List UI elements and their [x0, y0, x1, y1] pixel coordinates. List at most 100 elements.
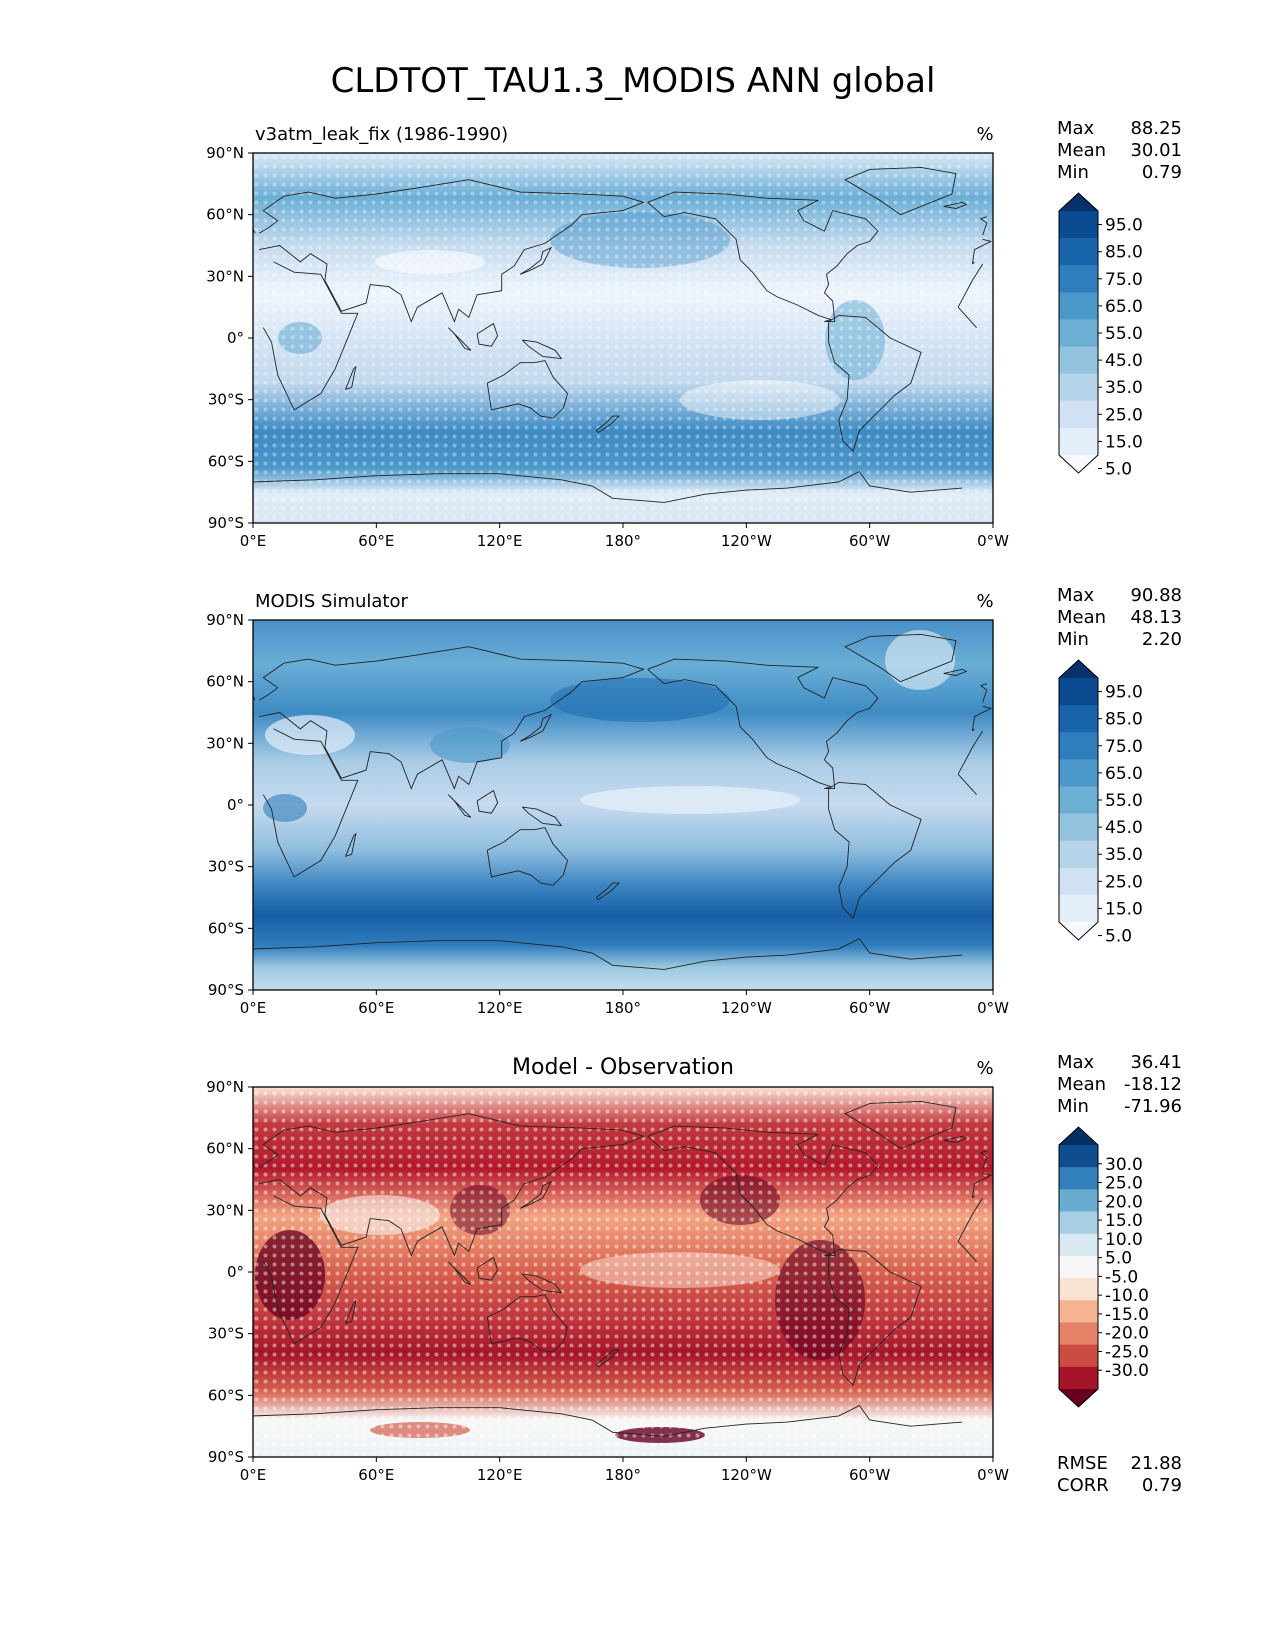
- colorbar-swatch: [1059, 427, 1098, 456]
- y-tick-label: 60°N: [206, 206, 244, 224]
- coastline: [521, 806, 563, 827]
- y-tick-label: 0°: [227, 796, 244, 814]
- x-tick-label: 120°E: [477, 999, 523, 1017]
- coastlines: [253, 1100, 993, 1437]
- colorbar-label: 55.0: [1105, 324, 1143, 344]
- coastline: [943, 1135, 968, 1143]
- coastline: [647, 1125, 879, 1257]
- colorbar-label: 45.0: [1105, 351, 1143, 371]
- coastline: [262, 1195, 984, 1345]
- map-overlays: [253, 630, 993, 970]
- colorbar-swatch: [1059, 346, 1098, 375]
- colorbar-swatch: [1059, 1255, 1098, 1279]
- coastline: [262, 728, 984, 878]
- stat-max-value: 36.41: [1130, 1052, 1182, 1073]
- colorbar-swatch: [1059, 678, 1098, 706]
- colorbar-label: 25.0: [1105, 872, 1143, 892]
- colorbar-swatch: [1059, 211, 1098, 239]
- stat-max-label: Max: [1057, 585, 1095, 606]
- panel-title-left: v3atm_leak_fix (1986-1990): [255, 124, 508, 145]
- coastline: [258, 1113, 993, 1257]
- panel-title-center: Model - Observation: [512, 1055, 734, 1080]
- colorbar-swatch: [1059, 813, 1098, 842]
- colorbar-label: 95.0: [1105, 683, 1143, 703]
- colorbar-swatch: [1059, 759, 1098, 788]
- coastline: [447, 327, 472, 351]
- y-tick-label: 30°N: [206, 734, 244, 752]
- stat-mean-label: Mean: [1057, 607, 1106, 628]
- colorbar: 95.0 85.0 75.0 65.0 55.0 45.0 35.0 25.0 15.0 5.0: [1058, 192, 1143, 480]
- colorbar-label: 75.0: [1105, 737, 1143, 757]
- stat-min-label: Min: [1057, 629, 1089, 650]
- y-tick-label: 60°S: [208, 452, 244, 470]
- dot-pattern: [253, 1087, 993, 1457]
- coastline: [345, 365, 357, 390]
- cloud-feature: [885, 630, 955, 690]
- y-tick-label: 60°S: [208, 919, 244, 937]
- x-tick-label: 60°W: [849, 532, 891, 550]
- stat-min-label: Min: [1057, 162, 1089, 183]
- figure-title: CLDTOT_TAU1.3_MODIS ANN global: [331, 61, 936, 101]
- panel-title-left: MODIS Simulator: [255, 591, 408, 612]
- extra-stats: RMSE 21.88 CORR 0.79: [1057, 1453, 1182, 1496]
- colorbar-swatch: [1059, 1211, 1098, 1235]
- coastline: [828, 781, 922, 919]
- panel-test: 0°E 60°E 120°E 180° 120°W 60°W 0°W 90°N 60°N 30°N…: [206, 118, 1182, 550]
- coastline: [258, 646, 993, 790]
- coastline: [943, 201, 968, 209]
- colorbar-swatch: [1059, 1322, 1098, 1346]
- units-label: %: [976, 591, 993, 612]
- colorbar-swatch: [1059, 732, 1098, 760]
- x-tick-label: 0°E: [240, 999, 267, 1017]
- y-tick-label: 60°N: [206, 1140, 244, 1158]
- x-tick-label: 180°: [605, 999, 641, 1017]
- colorbar-label: 65.0: [1105, 764, 1143, 784]
- x-tick-label: 120°W: [721, 532, 772, 550]
- stat-min-value: 2.20: [1142, 629, 1182, 650]
- y-tick-label: 60°N: [206, 673, 244, 691]
- x-tick-label: 60°E: [358, 1466, 394, 1484]
- coastline: [345, 1299, 357, 1324]
- x-tick-label: 120°E: [477, 532, 523, 550]
- colorbar-outline: [1058, 659, 1099, 941]
- colorbar-outline: [1058, 192, 1099, 474]
- x-tick-label: 0°W: [977, 1466, 1009, 1484]
- x-tick-label: 60°W: [849, 999, 891, 1017]
- y-tick-label: 0°: [227, 1263, 244, 1281]
- coastline: [486, 1294, 568, 1353]
- colorbar-label: -5.0: [1105, 1267, 1138, 1287]
- coastline: [595, 415, 620, 434]
- coastline: [843, 1100, 957, 1150]
- y-tick-label: 30°S: [208, 1325, 244, 1343]
- x-tick-label: 60°W: [849, 1466, 891, 1484]
- stat-mean-value: 48.13: [1130, 607, 1182, 628]
- colorbar-label: 35.0: [1105, 378, 1143, 398]
- colorbar-extend-max: [1059, 1127, 1098, 1145]
- map-overlays: [253, 153, 993, 523]
- colorbar-label: 65.0: [1105, 297, 1143, 317]
- stat-min-label: Min: [1057, 1096, 1089, 1117]
- colorbar-label: 5.0: [1105, 460, 1132, 480]
- x-tick-label: 120°W: [721, 1466, 772, 1484]
- colorbar-label: 75.0: [1105, 270, 1143, 290]
- coastline: [345, 832, 357, 857]
- cloud-feature: [430, 727, 510, 763]
- stats-block: Max 90.88 Mean 48.13 Min 2.20: [1057, 585, 1182, 650]
- colorbar-label: 15.0: [1105, 1211, 1143, 1231]
- colorbar-outline: [1058, 1126, 1099, 1408]
- colorbar-label: 10.0: [1105, 1230, 1143, 1250]
- y-tick-label: 90°N: [206, 1078, 244, 1096]
- axis-ticks: 0°E 60°E 120°E 180° 120°W 60°W 0°W 90°N 60°N 30°N…: [206, 144, 1009, 550]
- coastline: [843, 633, 957, 683]
- colorbar-swatch: [1059, 1300, 1098, 1324]
- stat-mean-label: Mean: [1057, 1074, 1106, 1095]
- colorbar-label: 30.0: [1105, 1155, 1143, 1175]
- colorbar-swatch: [1059, 265, 1098, 293]
- coastline: [253, 938, 963, 970]
- colorbar-swatch: [1059, 1145, 1098, 1168]
- coastline: [253, 471, 963, 503]
- axis-ticks: 0°E 60°E 120°E 180° 120°W 60°W 0°W 90°N 60°N 30°N…: [206, 611, 1009, 1017]
- cloud-feature: [263, 794, 307, 822]
- coastline: [476, 322, 499, 347]
- y-tick-label: 90°S: [208, 514, 244, 532]
